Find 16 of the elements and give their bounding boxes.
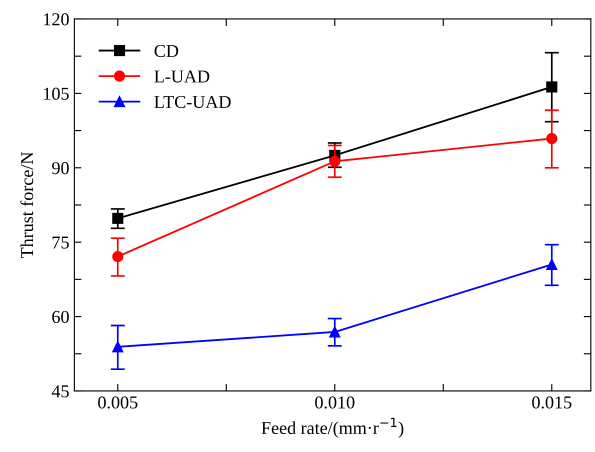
- y-axis-title: Thrust force/N: [20, 152, 34, 258]
- y-tick-label: 45: [52, 385, 69, 398]
- y-tick-label: 60: [52, 310, 69, 324]
- legend-label: LTC-UAD: [154, 96, 231, 108]
- x-axis-title: Feed rate/(mm·r$^{−1}$): [262, 418, 404, 438]
- x-tick-label: 0.010: [315, 396, 354, 409]
- legend-label: CD: [154, 44, 178, 58]
- y-tick-label: 120: [44, 13, 69, 26]
- x-tick-label: 0.015: [532, 396, 572, 409]
- y-tick-label: 105: [44, 88, 69, 100]
- y-tick-label: 75: [52, 236, 69, 249]
- y-tick-label: 90: [52, 162, 69, 174]
- x-tick-label: 0.005: [98, 396, 138, 409]
- legend-label: L-UAD: [154, 70, 210, 83]
- point: [546, 81, 558, 92]
- point: [112, 212, 124, 224]
